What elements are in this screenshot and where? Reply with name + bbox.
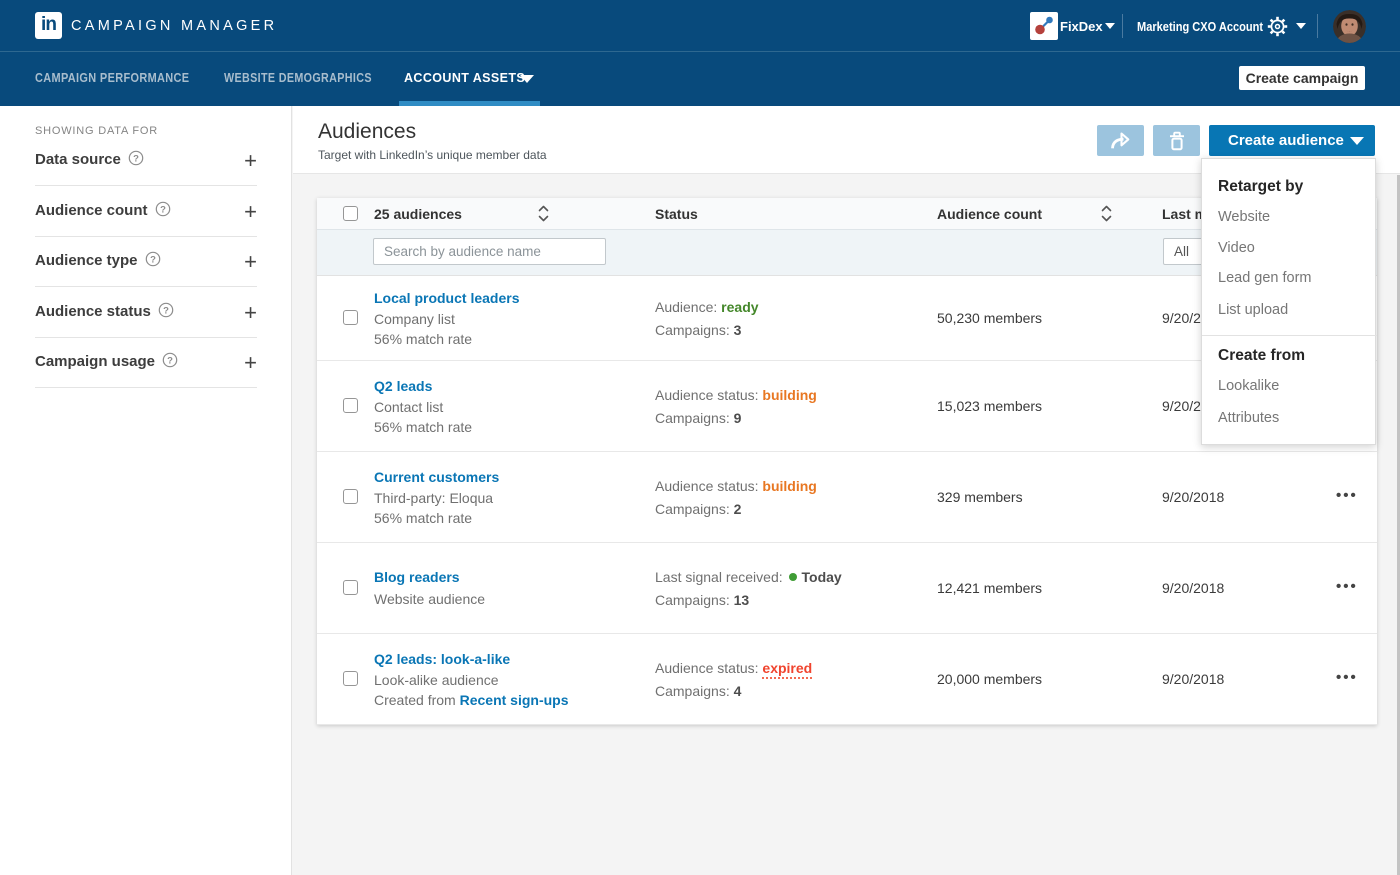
svg-text:?: ? <box>133 153 139 164</box>
svg-text:?: ? <box>160 204 166 215</box>
svg-text:?: ? <box>150 254 156 265</box>
svg-text:?: ? <box>167 355 173 366</box>
svg-text:?: ? <box>163 305 169 316</box>
